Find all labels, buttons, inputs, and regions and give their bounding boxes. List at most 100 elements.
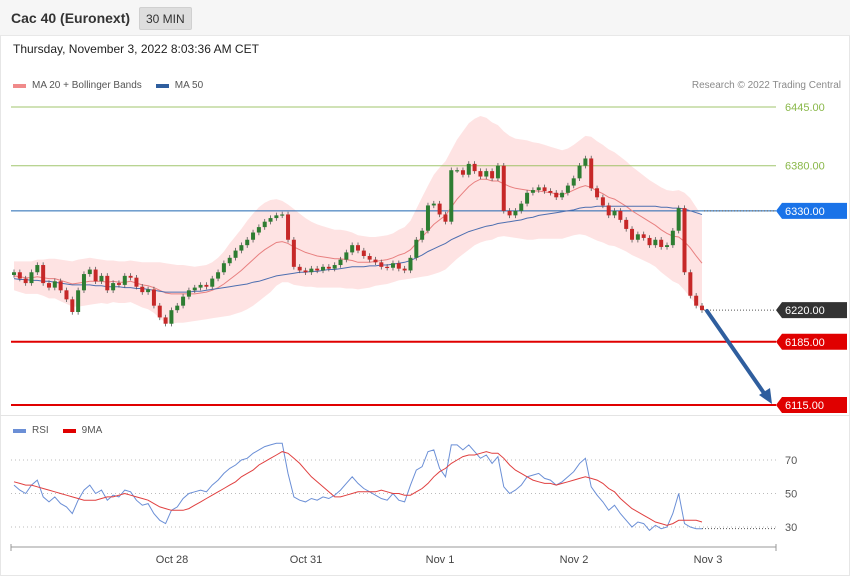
candle	[239, 242, 244, 254]
level-label-1: 6380.00	[785, 161, 825, 173]
candle	[128, 273, 133, 281]
candle-body	[233, 250, 238, 258]
candle	[58, 278, 63, 294]
candle-body	[670, 230, 675, 246]
candle	[321, 264, 326, 274]
candle	[408, 255, 413, 274]
candle	[694, 293, 699, 309]
candle	[29, 269, 34, 286]
candle	[396, 260, 401, 272]
level-tag-2	[776, 202, 847, 219]
level-label-0: 6445.00	[785, 102, 825, 114]
candle-body	[344, 252, 349, 260]
candle-body	[478, 171, 483, 177]
candle	[554, 190, 559, 201]
candle-body	[157, 305, 162, 318]
candle-body	[676, 208, 681, 231]
candle-body	[350, 245, 355, 253]
candle	[577, 162, 582, 182]
candle-body	[192, 287, 197, 291]
candle-body	[111, 283, 116, 291]
candle	[630, 226, 635, 243]
candle	[151, 286, 156, 309]
candle	[385, 264, 390, 271]
candle	[420, 228, 425, 243]
candle	[565, 182, 570, 196]
candle	[641, 231, 646, 241]
candle	[216, 269, 221, 282]
candle	[624, 217, 629, 232]
candle-body	[466, 163, 471, 175]
candle-body	[420, 230, 425, 240]
candle-body	[612, 210, 617, 216]
candle-body	[326, 266, 331, 269]
chart-timestamp: Thursday, November 3, 2022 8:03:36 AM CE…	[13, 42, 259, 56]
candle	[291, 237, 296, 270]
forecast-arrow	[705, 309, 768, 398]
candle-body	[624, 219, 629, 229]
candle	[245, 237, 250, 248]
candle-body	[245, 239, 250, 246]
candle	[186, 287, 191, 300]
ma20-swatch	[13, 83, 26, 88]
candle	[251, 229, 256, 243]
ma20-line	[13, 178, 703, 295]
candle	[81, 271, 86, 294]
level-label-3: 6220.00	[785, 305, 825, 317]
candle-body	[385, 266, 390, 269]
candle-body	[251, 232, 256, 240]
instrument-title: Cac 40 (Euronext)	[11, 10, 131, 26]
candle	[87, 266, 92, 277]
candle-body	[41, 265, 46, 284]
candle-body	[583, 158, 588, 166]
forecast-arrowhead	[759, 388, 772, 404]
candle	[472, 161, 477, 174]
candle	[530, 187, 535, 196]
candle	[688, 269, 693, 299]
level-tag-4	[776, 333, 847, 350]
candle-body	[140, 286, 145, 293]
candle-body	[175, 305, 180, 311]
candle	[344, 249, 349, 263]
timeframe-button[interactable]: 30 MIN	[139, 7, 192, 30]
candle-body	[694, 295, 699, 306]
x-tick-label-0: Oct 28	[156, 554, 188, 566]
candle-body	[495, 165, 500, 179]
price-legend: MA 20 + Bollinger Bands MA 50	[13, 80, 203, 91]
candle	[548, 188, 553, 196]
candle	[460, 167, 465, 178]
candle-body	[431, 203, 436, 206]
candle-body	[501, 165, 506, 211]
candle	[70, 296, 75, 315]
candle-body	[291, 239, 296, 267]
candle	[210, 275, 215, 290]
candle	[256, 224, 261, 236]
candle-body	[589, 158, 594, 189]
candle	[204, 282, 209, 290]
candle-body	[653, 239, 658, 246]
candle	[146, 286, 151, 295]
candle-body	[659, 239, 664, 247]
rsi-legend: RSI 9MA	[13, 425, 102, 436]
candle-body	[449, 170, 454, 222]
candle	[635, 231, 640, 243]
candle-body	[548, 190, 553, 193]
candle-body	[647, 237, 652, 246]
candle-body	[396, 263, 401, 269]
candle	[280, 211, 285, 219]
candle	[315, 265, 320, 274]
candle	[583, 155, 588, 169]
candle	[414, 237, 419, 261]
candle-body	[571, 178, 576, 186]
candle	[46, 280, 51, 291]
candle-body	[181, 296, 186, 306]
candle	[501, 162, 506, 214]
candle	[665, 242, 670, 250]
candle-body	[530, 190, 535, 193]
legend-item-rsi-ma: 9MA	[62, 425, 102, 436]
candle	[700, 302, 704, 313]
candle-body	[379, 262, 384, 267]
rsi-swatch	[13, 428, 26, 433]
candle	[525, 190, 530, 207]
candle	[297, 264, 302, 274]
